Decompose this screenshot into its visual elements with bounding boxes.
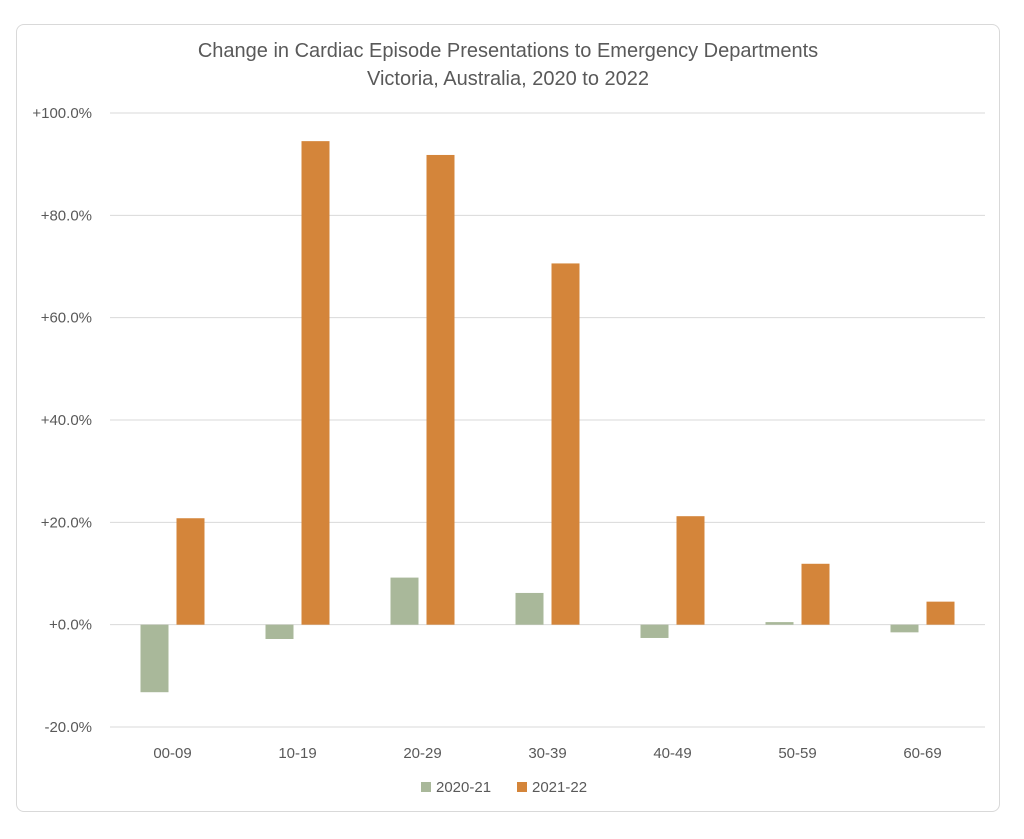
chart-frame xyxy=(16,24,1000,812)
bar-2021-22-30-39 xyxy=(551,263,580,625)
bar-2020-21-10-19 xyxy=(265,624,294,639)
x-tick-label: 00-09 xyxy=(153,745,191,762)
bar-2020-21-20-29 xyxy=(390,577,419,625)
y-tick-label: +20.0% xyxy=(41,514,92,531)
bar-2021-22-60-69 xyxy=(926,601,955,625)
bar-2020-21-50-59 xyxy=(765,622,794,625)
bar-2021-22-40-49 xyxy=(676,516,705,625)
y-tick-label: +40.0% xyxy=(41,412,92,429)
y-tick-label: +0.0% xyxy=(49,617,92,634)
x-tick-label: 30-39 xyxy=(528,745,566,762)
x-tick-label: 20-29 xyxy=(403,745,441,762)
y-tick-label: +80.0% xyxy=(41,207,92,224)
x-tick-label: 50-59 xyxy=(778,745,816,762)
legend-label: 2020-21 xyxy=(436,779,491,796)
chart-title-line-2: Victoria, Australia, 2020 to 2022 xyxy=(367,68,649,90)
legend-label: 2021-22 xyxy=(532,779,587,796)
bar-2020-21-00-09 xyxy=(140,624,169,693)
bar-2020-21-40-49 xyxy=(640,624,669,638)
legend-swatch-2021-22 xyxy=(517,782,527,792)
bar-2021-22-20-29 xyxy=(426,154,455,625)
x-tick-label: 40-49 xyxy=(653,745,691,762)
bar-2020-21-60-69 xyxy=(890,624,919,633)
legend-swatch-2020-21 xyxy=(421,782,431,792)
x-tick-label: 60-69 xyxy=(903,745,941,762)
bar-2021-22-10-19 xyxy=(301,141,330,625)
bar-2021-22-50-59 xyxy=(801,563,830,625)
bar-2021-22-00-09 xyxy=(176,518,205,625)
bar-2020-21-30-39 xyxy=(515,592,544,625)
chart-title-line-1: Change in Cardiac Episode Presentations … xyxy=(198,40,818,62)
y-tick-label: +100.0% xyxy=(32,105,92,122)
y-tick-label: +60.0% xyxy=(41,310,92,327)
x-tick-label: 10-19 xyxy=(278,745,316,762)
y-tick-label: -20.0% xyxy=(44,719,92,736)
